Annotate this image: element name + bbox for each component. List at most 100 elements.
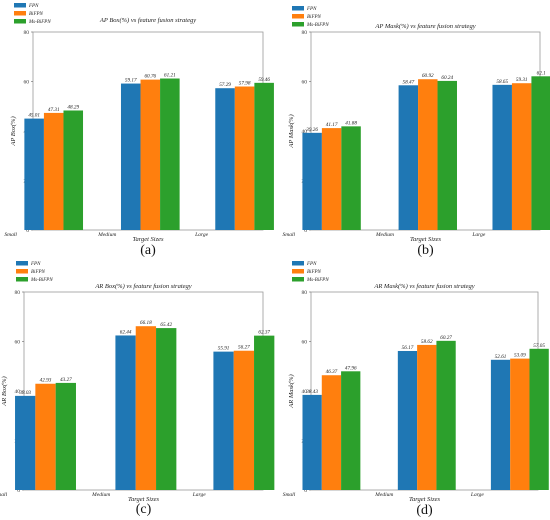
- y-tick-label: 80: [24, 30, 30, 36]
- bar-value-label: 39.26: [306, 127, 318, 133]
- y-tick-label: 40: [302, 129, 308, 135]
- bar-value-label: 65.42: [160, 321, 172, 328]
- bar-value-label: 45.01: [28, 112, 40, 119]
- bar-fpn-medium: [397, 350, 418, 490]
- legend-swatch: [16, 269, 28, 274]
- bar-bifpn-large: [510, 358, 530, 490]
- x-axis-label: Target Sizes: [132, 236, 164, 243]
- y-tick-label: 40: [15, 389, 21, 395]
- bar-value-label: 56.27: [238, 345, 250, 351]
- legend-swatch: [14, 11, 26, 16]
- bar-value-label: 58.62: [421, 339, 433, 345]
- bar-value-label: 60.92: [422, 73, 434, 79]
- chart-title: AR Mask(%) vs feature fusion strategy: [373, 283, 474, 290]
- legend-swatch: [292, 14, 304, 19]
- chart-panel-1: AP Mask(%) vs feature fusion strategy020…: [283, 6, 550, 258]
- bar-value-label: 57.98: [239, 80, 251, 86]
- bar-value-label: 41.17: [326, 121, 338, 128]
- chart-title: AP Mask(%) vs feature fusion strategy: [374, 23, 475, 30]
- y-tick-label: 40: [302, 389, 308, 395]
- bar-value-label: 55.91: [218, 346, 230, 352]
- x-tick-label: Small: [0, 492, 8, 498]
- bar-fpn-large: [213, 351, 234, 490]
- chart-panel-0: AP Box(%) vs feature fusion strategy0204…: [4, 3, 274, 258]
- chart-title: AR Box(%) vs feature fusion strategy: [94, 283, 191, 290]
- bar-value-label: 41.88: [345, 119, 357, 126]
- legend-label: BiFPN: [31, 270, 46, 275]
- legend-swatch: [16, 277, 28, 282]
- y-axis-label: AP Box(%): [10, 116, 17, 146]
- bar-fpn-small: [302, 132, 322, 230]
- x-tick-label: Medium: [375, 232, 394, 238]
- bar-bifpn-large: [511, 83, 532, 230]
- chart-panel-3: AR Mask(%) vs feature fusion strategy020…: [283, 261, 549, 518]
- x-axis-label: Target Sizes: [410, 236, 442, 243]
- bar-ms-bifpn-large: [531, 76, 550, 231]
- bar-ms-bifpn-large: [254, 82, 274, 230]
- legend: FPN BiFPN Ms-BiFPN: [16, 261, 53, 283]
- bar-bifpn-large: [234, 86, 255, 230]
- x-tick-label: Small: [283, 492, 296, 498]
- legend-swatch: [292, 277, 304, 282]
- bar-value-label: 66.18: [140, 320, 152, 326]
- y-tick-label: 60: [302, 340, 308, 346]
- bar-fpn-small: [302, 394, 322, 490]
- y-tick-label: 0: [17, 488, 20, 494]
- y-tick-label: 0: [304, 488, 307, 494]
- bar-value-label: 60.27: [440, 335, 452, 341]
- legend-label: FPN: [306, 7, 317, 12]
- bar-ms-bifpn-small: [63, 110, 84, 230]
- legend-swatch: [292, 22, 304, 27]
- bar-ms-bifpn-small: [341, 371, 361, 490]
- legend-label: Ms-BiFPN: [306, 278, 329, 283]
- bar-bifpn-small: [321, 375, 342, 490]
- bar-bifpn-medium: [140, 79, 161, 230]
- y-axis-label: AR Box(%): [1, 376, 8, 406]
- bar-value-label: 57.29: [219, 82, 231, 88]
- y-tick-label: 0: [26, 228, 29, 234]
- panel-label: (c): [136, 502, 152, 517]
- bar-ms-bifpn-small: [341, 126, 361, 230]
- bar-value-label: 61.21: [164, 73, 176, 79]
- bar-value-label: 59.31: [516, 77, 528, 83]
- bar-fpn-large: [492, 84, 512, 230]
- legend: FPN BiFPN Ms-BiFPN: [292, 6, 329, 28]
- bar-bifpn-large: [233, 350, 255, 490]
- bar-value-label: 59.17: [125, 78, 137, 84]
- bar-ms-bifpn-medium: [156, 328, 177, 490]
- bar-ms-bifpn-medium: [437, 80, 457, 230]
- bar-value-label: 48.29: [67, 103, 79, 110]
- legend-swatch: [14, 3, 26, 8]
- bar-value-label: 59.46: [258, 76, 270, 83]
- legend-label: FPN: [28, 4, 39, 9]
- bar-value-label: 46.37: [326, 368, 338, 375]
- x-axis-label: Target Sizes: [128, 496, 160, 503]
- panel-label: (d): [416, 503, 433, 518]
- x-tick-label: Large: [471, 232, 485, 238]
- x-tick-label: Large: [194, 232, 208, 238]
- bar-ms-bifpn-medium: [160, 78, 180, 230]
- x-tick-label: Medium: [374, 492, 393, 498]
- y-tick-label: 0: [304, 228, 307, 234]
- bar-value-label: 56.17: [402, 345, 414, 351]
- bar-value-label: 62.1: [537, 70, 546, 76]
- bar-fpn-large: [215, 88, 235, 231]
- bar-bifpn-medium: [417, 344, 437, 490]
- chart-title: AP Box(%) vs feature fusion strategy: [99, 17, 196, 24]
- legend-swatch: [14, 19, 26, 24]
- y-axis-label: AR Mask(%): [288, 374, 295, 408]
- bar-value-label: 47.96: [345, 364, 357, 371]
- bar-value-label: 47.31: [48, 106, 60, 113]
- bar-value-label: 62.37: [258, 330, 270, 336]
- x-tick-label: Small: [4, 232, 17, 238]
- legend-label: BiFPN: [29, 12, 44, 17]
- bar-fpn-small: [24, 118, 44, 230]
- bar-value-label: 57.05: [533, 343, 545, 349]
- bar-ms-bifpn-small: [55, 382, 76, 490]
- legend-label: FPN: [306, 262, 317, 267]
- bar-ms-bifpn-large: [529, 348, 549, 490]
- x-tick-label: Medium: [91, 492, 110, 498]
- bar-value-label: 58.47: [402, 78, 414, 85]
- legend-label: Ms-BiFPN: [306, 23, 329, 28]
